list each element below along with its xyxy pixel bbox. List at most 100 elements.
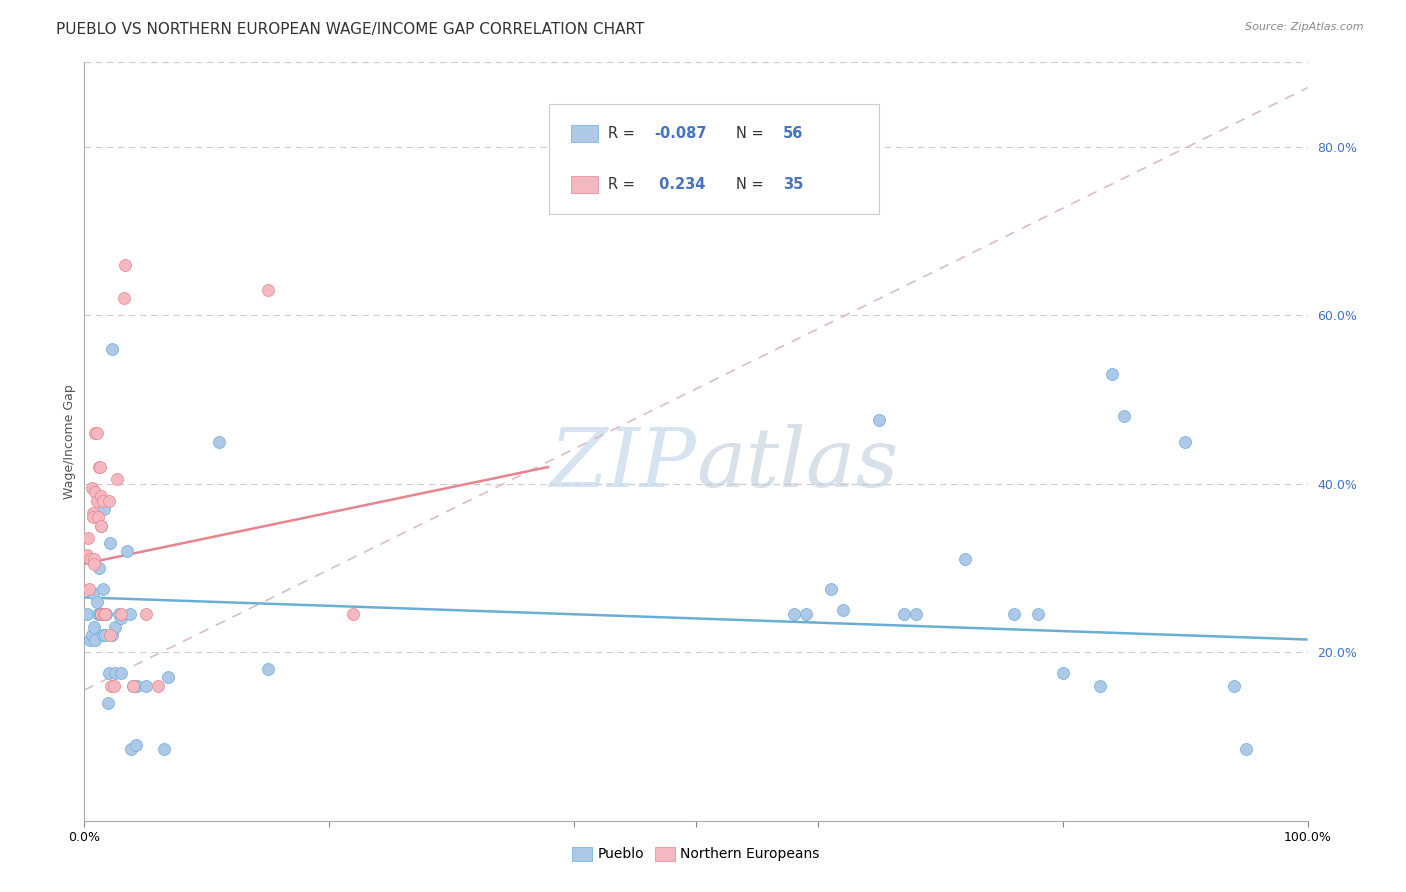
Point xyxy=(257,283,280,297)
Point xyxy=(86,493,108,508)
Point xyxy=(905,607,928,622)
Text: R =: R = xyxy=(607,178,640,192)
Text: N =: N = xyxy=(737,126,769,141)
Point xyxy=(79,632,101,647)
Text: 0.234: 0.234 xyxy=(654,178,706,192)
Point xyxy=(1088,679,1111,693)
Point xyxy=(93,502,115,516)
Text: 56: 56 xyxy=(783,126,803,141)
Point xyxy=(112,291,135,305)
Point xyxy=(94,607,117,622)
Point xyxy=(110,666,132,681)
Point xyxy=(257,662,280,676)
Point xyxy=(107,607,129,622)
Point xyxy=(89,607,111,622)
Point xyxy=(82,586,104,600)
Point xyxy=(79,552,101,566)
Text: N =: N = xyxy=(737,178,769,192)
Point xyxy=(114,258,136,272)
Text: PUEBLO VS NORTHERN EUROPEAN WAGE/INCOME GAP CORRELATION CHART: PUEBLO VS NORTHERN EUROPEAN WAGE/INCOME … xyxy=(56,22,644,37)
Point xyxy=(91,582,114,596)
Legend: Pueblo, Northern Europeans: Pueblo, Northern Europeans xyxy=(565,839,827,868)
Point xyxy=(122,679,145,693)
Point xyxy=(90,489,112,503)
Y-axis label: Wage/Income Gap: Wage/Income Gap xyxy=(63,384,76,499)
Point xyxy=(93,607,115,622)
Point xyxy=(104,666,127,681)
Point xyxy=(84,632,107,647)
Point xyxy=(101,342,124,356)
Point xyxy=(87,607,110,622)
Text: R =: R = xyxy=(607,126,640,141)
Point xyxy=(90,607,112,622)
Point xyxy=(76,607,98,622)
Point xyxy=(120,742,142,756)
Point xyxy=(96,607,118,622)
Point xyxy=(783,607,806,622)
Text: atlas: atlas xyxy=(696,425,898,504)
Point xyxy=(1028,607,1050,622)
Point xyxy=(86,426,108,441)
Point xyxy=(146,679,169,693)
Point xyxy=(87,510,110,524)
Point xyxy=(89,459,111,474)
Point xyxy=(100,679,122,693)
Point xyxy=(91,628,114,642)
Point xyxy=(1236,742,1258,756)
Point xyxy=(97,666,120,681)
Point xyxy=(1174,434,1197,449)
Point xyxy=(115,544,138,558)
Point xyxy=(82,510,104,524)
Point xyxy=(125,738,148,752)
Point xyxy=(110,611,132,625)
Point xyxy=(84,426,107,441)
Point xyxy=(87,561,110,575)
Point xyxy=(125,679,148,693)
Point xyxy=(90,518,112,533)
Point xyxy=(208,434,231,449)
Point xyxy=(90,518,112,533)
Point xyxy=(83,620,105,634)
Point xyxy=(122,679,145,693)
FancyBboxPatch shape xyxy=(550,104,880,214)
Point xyxy=(104,620,127,634)
FancyBboxPatch shape xyxy=(571,177,598,193)
Point xyxy=(1002,607,1025,622)
Point xyxy=(84,485,107,500)
Point xyxy=(342,607,364,622)
Point xyxy=(86,594,108,608)
Point xyxy=(1223,679,1246,693)
Point xyxy=(82,506,104,520)
Point xyxy=(80,481,103,495)
Point xyxy=(83,557,105,571)
Point xyxy=(105,473,128,487)
Point xyxy=(1101,367,1123,381)
Text: ZIP: ZIP xyxy=(550,425,696,504)
Point xyxy=(98,628,121,642)
Point xyxy=(820,582,842,596)
Point xyxy=(794,607,817,622)
Point xyxy=(110,607,132,622)
Point xyxy=(135,607,157,622)
Point xyxy=(831,603,853,617)
Point xyxy=(87,459,110,474)
Point xyxy=(98,535,121,549)
Point xyxy=(156,670,179,684)
Point xyxy=(77,582,100,596)
FancyBboxPatch shape xyxy=(571,125,598,142)
Point xyxy=(953,552,976,566)
Point xyxy=(76,548,98,563)
Point xyxy=(89,493,111,508)
Point xyxy=(153,742,176,756)
Point xyxy=(893,607,915,622)
Point xyxy=(77,532,100,546)
Point xyxy=(1114,409,1136,424)
Point xyxy=(97,493,120,508)
Point xyxy=(91,493,114,508)
Point xyxy=(80,628,103,642)
Point xyxy=(90,607,112,622)
Point xyxy=(103,679,125,693)
Point xyxy=(101,628,124,642)
Point xyxy=(94,628,117,642)
Point xyxy=(97,696,120,710)
